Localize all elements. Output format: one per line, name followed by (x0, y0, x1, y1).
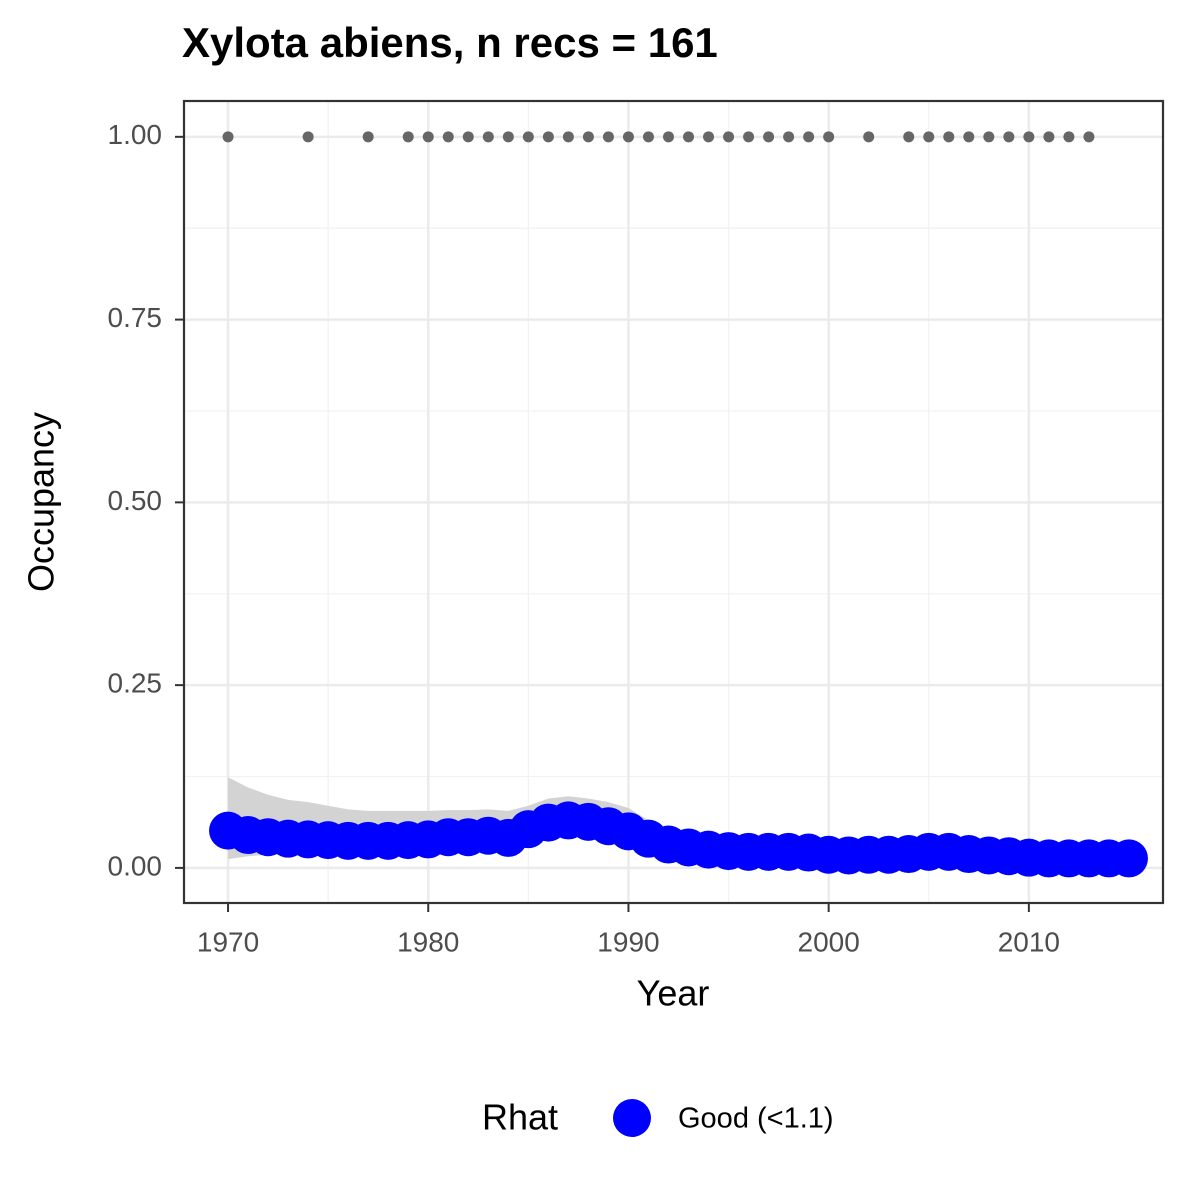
legend-label: Good (<1.1) (678, 1103, 834, 1135)
y-tick-label: 0.00 (108, 850, 163, 881)
record-point (743, 131, 755, 143)
record-point (502, 131, 514, 143)
record-point (522, 131, 534, 143)
y-tick-label: 1.00 (108, 119, 163, 150)
record-point (1023, 131, 1035, 143)
record-point (1083, 131, 1095, 143)
record-point (302, 131, 314, 143)
record-point (402, 131, 414, 143)
x-tick-label: 1980 (397, 926, 459, 957)
record-point (1063, 131, 1075, 143)
record-point (803, 131, 815, 143)
record-point (482, 131, 494, 143)
y-axis-label: Occupancy (21, 412, 62, 592)
record-point (582, 131, 594, 143)
record-point (763, 131, 775, 143)
record-point (642, 131, 654, 143)
x-axis-label: Year (637, 973, 710, 1014)
record-point (442, 131, 454, 143)
legend-title: Rhat (482, 1097, 558, 1138)
record-point (943, 131, 955, 143)
record-point (963, 131, 975, 143)
record-point (422, 131, 434, 143)
legend-key (613, 1099, 651, 1137)
record-point (622, 131, 634, 143)
record-point (662, 131, 674, 143)
record-point (542, 131, 554, 143)
record-point (362, 131, 374, 143)
y-tick-label: 0.50 (108, 485, 163, 516)
record-point (683, 131, 695, 143)
y-tick-label: 0.75 (108, 302, 163, 333)
record-point (1003, 131, 1015, 143)
record-point (783, 131, 795, 143)
record-point (923, 131, 935, 143)
x-tick-label: 1970 (197, 926, 259, 957)
x-tick-label: 2000 (798, 926, 860, 957)
chart-title: Xylota abiens, n recs = 161 (182, 19, 718, 66)
record-point (703, 131, 715, 143)
record-point (903, 131, 915, 143)
y-tick-label: 0.25 (108, 668, 163, 699)
panel-border (182, 99, 1165, 905)
record-point (462, 131, 474, 143)
record-point (723, 131, 735, 143)
record-point (602, 131, 614, 143)
occupancy-point (1109, 839, 1148, 878)
x-tick-label: 2010 (998, 926, 1060, 957)
record-point (983, 131, 995, 143)
record-point (222, 131, 234, 143)
record-point (562, 131, 574, 143)
record-point (823, 131, 835, 143)
x-tick-label: 1990 (597, 926, 659, 957)
record-point (863, 131, 875, 143)
record-point (1043, 131, 1055, 143)
